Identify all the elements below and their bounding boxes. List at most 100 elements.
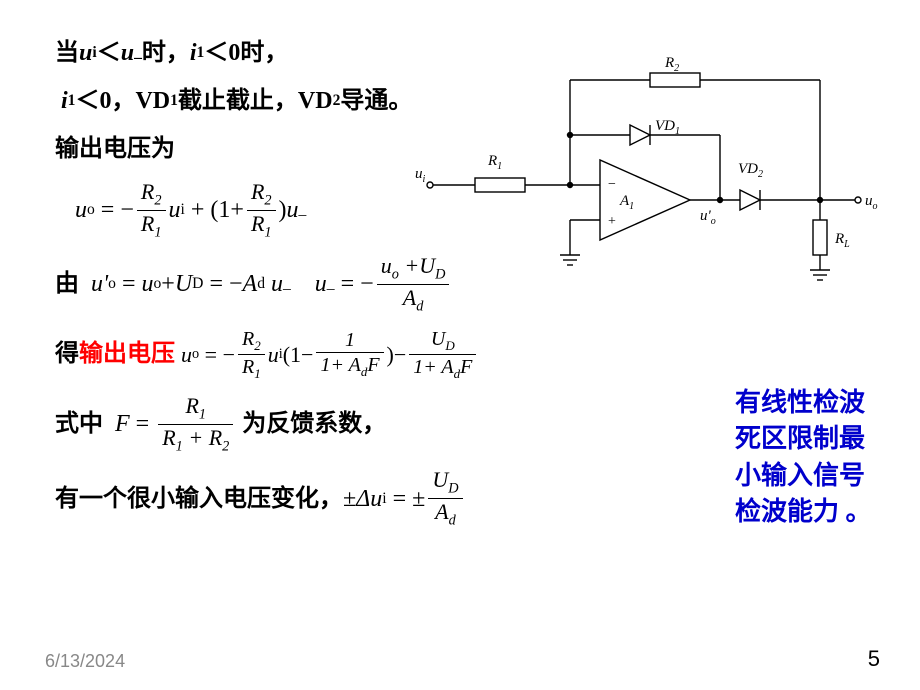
eq2-uo: u — [141, 266, 153, 302]
sym-lt-1: ＜ — [97, 35, 121, 71]
svg-text:VD1: VD1 — [655, 118, 680, 137]
sym-uminus-sub: _ — [134, 41, 142, 64]
text-small-input: 有一个很小输入电压变化， — [55, 481, 343, 517]
eq2-plus: + — [161, 266, 175, 302]
c-uis: i — [423, 174, 426, 185]
text-period: 。 — [388, 83, 412, 119]
ed-duis: i — [382, 487, 386, 510]
eqF-frac: R1 R1 + R2 — [158, 393, 233, 455]
eq2-ads: d — [257, 272, 265, 295]
text-you: 由 — [55, 266, 79, 302]
e3n1: u — [381, 253, 392, 278]
sym-i1: i — [190, 35, 197, 71]
svg-text:R2: R2 — [664, 55, 679, 74]
eq2-ud: U — [175, 266, 192, 302]
eq2-eq2: = — [209, 266, 223, 302]
svg-text:u'o: u'o — [700, 208, 716, 227]
eq3-eq: = — [341, 266, 355, 302]
e4f3: UD 1+ AdF — [409, 327, 476, 381]
eq1-rp: ) — [279, 192, 287, 228]
c-minus: − — [608, 177, 616, 192]
eq1-um-sub: _ — [299, 198, 307, 221]
edns: D — [448, 481, 458, 497]
e4r2: R — [242, 328, 254, 350]
sym-zero-1: 0 — [228, 35, 240, 71]
c-rls: L — [843, 239, 850, 250]
text-conduct: 导通 — [340, 83, 388, 119]
e4m3: − — [394, 338, 406, 371]
e4eq: = — [205, 338, 217, 371]
e3n1s: o — [392, 266, 399, 282]
eqFns: 1 — [199, 407, 206, 423]
eqFd1: R — [162, 425, 175, 450]
text-when: 当 — [55, 35, 79, 71]
eq2-um: u — [271, 266, 283, 302]
text-feedback: 为反馈系数， — [242, 406, 386, 442]
eqFn: R — [185, 393, 198, 418]
footer-page: 5 — [868, 646, 880, 672]
side-note: 有线性检波死区限制最小输入信号检波能力 。 — [735, 385, 885, 531]
r1ds: 1 — [154, 224, 161, 240]
e4rp: ) — [387, 338, 394, 371]
equation-2: u'o = uo + UD = − Ad u_ — [91, 266, 291, 302]
sym-lt-3: ＜ — [75, 83, 99, 119]
eqFd2s: 2 — [222, 438, 229, 454]
eqFd1s: 1 — [176, 438, 183, 454]
eq1-lp: ( — [210, 192, 218, 228]
c-rl: R — [834, 231, 844, 247]
eq3-um: u — [315, 266, 327, 302]
r1d2: R — [251, 211, 264, 236]
c-r2s: 2 — [674, 63, 679, 74]
eq2-eq1: = — [122, 266, 136, 302]
sym-zero-2: 0 — [99, 83, 111, 119]
c-plus: + — [608, 214, 616, 229]
c-vd1: VD — [655, 118, 675, 134]
text-shi2: 时， — [240, 35, 288, 71]
text-shizhong: 式中 — [55, 406, 103, 442]
r1d: R — [141, 211, 154, 236]
svg-text:R1: R1 — [487, 153, 502, 172]
e4f2da: A — [349, 354, 361, 376]
svg-text:ui: ui — [415, 166, 426, 185]
e4f3dp: + — [423, 356, 437, 378]
ed-frac: UD Ad — [428, 467, 462, 529]
c-r1: R — [487, 153, 497, 169]
eq1-um: u — [287, 192, 299, 228]
eq2-ums: _ — [283, 272, 291, 295]
sym-i1b: i — [61, 83, 68, 119]
footer-date: 6/13/2024 — [45, 651, 125, 672]
e4f2d1: 1 — [320, 354, 330, 376]
r2ns: 2 — [154, 192, 161, 208]
e4f3d1: 1 — [413, 356, 423, 378]
eq2-uop: u' — [91, 266, 108, 302]
ed-pm1: ± — [343, 481, 356, 517]
c-a1s: 1 — [629, 201, 634, 212]
e4f1: R2 R1 — [238, 327, 265, 381]
eq2-uds: D — [192, 272, 203, 295]
e4f3n: U — [431, 328, 445, 350]
eq2-uop-s: o — [108, 272, 116, 295]
sym-i1b-sub: 1 — [68, 89, 76, 112]
c-r2: R — [664, 55, 674, 71]
e4f3da: A — [441, 356, 453, 378]
eq1-uo: u — [75, 192, 87, 228]
text-output-voltage: 输出电压 — [79, 336, 175, 372]
text-shi1: 时， — [142, 35, 190, 71]
r2n2: R — [251, 179, 264, 204]
r2n: R — [141, 179, 154, 204]
equation-F: F = R1 R1 + R2 — [115, 393, 236, 455]
e4f2n: 1 — [345, 329, 355, 351]
eq1-ui: u — [169, 192, 181, 228]
e4f3ns: D — [445, 338, 454, 353]
r1ds2: 1 — [264, 224, 271, 240]
e4m: − — [223, 338, 235, 371]
text-cutoff: 截止 — [178, 83, 226, 119]
eqFdp: + — [188, 425, 203, 450]
eq2-minus: − — [229, 266, 243, 302]
c-uos: o — [873, 201, 878, 212]
text-vd2a: 截止，VD — [226, 83, 333, 119]
e4f3df: F — [460, 356, 472, 378]
e4ui: u — [268, 338, 279, 371]
r2ns2: 2 — [264, 192, 271, 208]
e4one: 1 — [290, 338, 301, 371]
